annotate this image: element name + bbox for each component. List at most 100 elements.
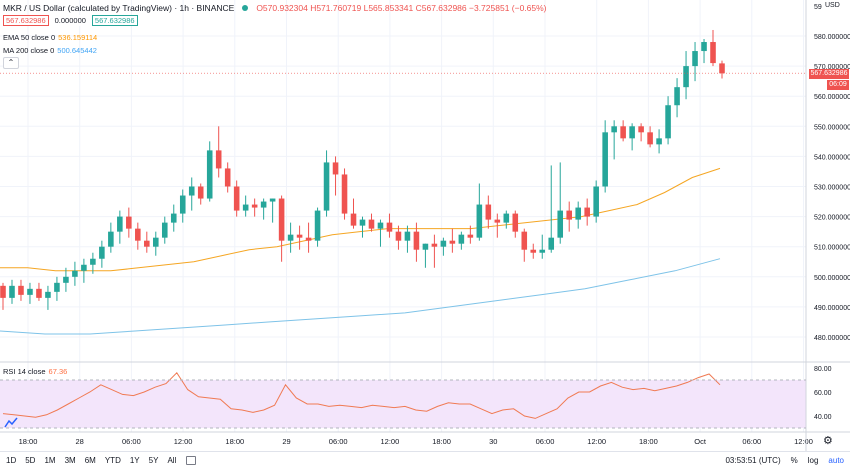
candle-body <box>314 210 321 241</box>
range-all-button[interactable]: All <box>167 456 177 465</box>
price-tick-label: 510.000000 <box>814 245 850 252</box>
price-tick-label: 480.000000 <box>814 335 850 342</box>
price-tick-label: 490.000000 <box>814 305 850 312</box>
range-ytd-button[interactable]: YTD <box>104 456 121 465</box>
price-boxes: 567.632986 0.000000 567.632986 <box>3 15 138 26</box>
range-5y-button[interactable]: 5Y <box>148 456 159 465</box>
range-5d-button[interactable]: 5D <box>25 456 36 465</box>
time-tick-label: 06:00 <box>329 437 348 446</box>
rsi-overbought-oversold-band <box>0 380 806 428</box>
tradingview-logo-icon[interactable] <box>4 416 18 430</box>
time-tick-label: 18:00 <box>225 437 244 446</box>
candle-body <box>584 207 590 217</box>
current-price-badge: 567.632986 <box>809 69 849 79</box>
candle-body <box>161 222 168 238</box>
rsi-series <box>2 372 721 419</box>
candle-body <box>224 168 231 187</box>
candle-body <box>350 213 357 226</box>
candle-body <box>557 210 564 238</box>
sell-price[interactable]: 567.632986 <box>3 15 49 26</box>
symbol-header: MKR / US Dollar (calculated by TradingVi… <box>3 2 547 14</box>
collapse-legend-icon[interactable]: ⌃ <box>3 57 19 69</box>
symbol-title[interactable]: MKR / US Dollar (calculated by TradingVi… <box>3 3 235 13</box>
time-tick-label: 30 <box>489 437 497 446</box>
candle-body <box>251 204 258 208</box>
settings-gear-icon[interactable]: ⚙ <box>823 435 833 447</box>
candle-body <box>278 198 285 241</box>
candle-body <box>377 222 384 229</box>
range-1d-button[interactable]: 1D <box>6 456 17 465</box>
time-tick-label: 06:00 <box>742 437 761 446</box>
candle-body <box>153 237 159 247</box>
range-6m-button[interactable]: 6M <box>84 456 96 465</box>
candle-body <box>287 234 294 241</box>
buy-price[interactable]: 567.632986 <box>91 15 138 26</box>
candle-body <box>413 231 420 250</box>
bottom-toolbar: 1D 5D 1M 3M 6M YTD 1Y 5Y All 03:53:51 (UTC) % lo… <box>0 451 850 469</box>
time-tick-label: 06:00 <box>122 437 141 446</box>
candle-body <box>431 243 438 247</box>
ma-legend[interactable]: MA 200 close 0 500.645442 <box>3 46 97 55</box>
candle-body <box>296 234 303 238</box>
candle-body <box>45 291 51 298</box>
candle-body <box>521 231 528 250</box>
time-tick-label: 18:00 <box>639 437 658 446</box>
candlestick-series <box>0 29 725 310</box>
price-tick-label: 570.000000 <box>814 64 850 71</box>
time-tick-label: 29 <box>282 437 290 446</box>
candle-body <box>54 282 60 292</box>
range-1m-button[interactable]: 1M <box>44 456 56 465</box>
market-status-icon <box>242 5 249 11</box>
calendar-icon[interactable] <box>186 456 197 465</box>
candle-body <box>638 126 644 133</box>
axes: 18:00 28 06:00 12:00 18:00 29 06:00 12:00 18:00 3… <box>0 0 850 451</box>
candle-body <box>135 228 141 241</box>
candle-body <box>575 207 581 220</box>
candle-body <box>260 201 267 208</box>
rsi-tick-label: 60.00 <box>814 390 832 397</box>
candle-body <box>719 63 725 74</box>
ma200-line <box>0 258 721 335</box>
rsi-legend[interactable]: RSI 14 close 67.36 <box>3 367 68 376</box>
candle-body <box>404 231 411 241</box>
candle-body <box>36 288 42 298</box>
time-tick-label: 28 <box>76 437 84 446</box>
price-tick-label: 550.000000 <box>814 124 850 131</box>
candle-body <box>188 186 195 196</box>
ema-legend[interactable]: EMA 50 close 0 536.159114 <box>3 33 98 42</box>
ema50-line <box>0 167 721 272</box>
candle-body <box>566 210 572 220</box>
time-tick-label: 12:00 <box>794 437 813 446</box>
range-1y-button[interactable]: 1Y <box>129 456 140 465</box>
candle-body <box>117 216 123 232</box>
utc-clock[interactable]: 03:53:51 (UTC) <box>725 456 781 465</box>
rsi-tick-label: 40.00 <box>814 414 832 421</box>
ema50-series <box>0 167 721 272</box>
ma200-series <box>0 258 721 335</box>
grid-lines <box>0 0 806 432</box>
spread-value: 0.000000 <box>51 15 89 26</box>
time-tick-label: 18:00 <box>432 437 451 446</box>
log-toggle[interactable]: log <box>807 456 819 465</box>
candle-body <box>458 234 465 244</box>
candle-body <box>323 162 330 211</box>
candle-body <box>386 222 393 232</box>
percent-toggle[interactable]: % <box>790 456 798 465</box>
candle-body <box>593 186 599 217</box>
rsi-tick-label: 80.00 <box>814 366 832 373</box>
candle-body <box>90 258 96 265</box>
candle-body <box>99 246 105 259</box>
candle-body <box>656 138 662 145</box>
candle-body <box>611 126 617 133</box>
candle-body <box>269 198 276 202</box>
candle-body <box>548 237 555 250</box>
candle-body <box>683 66 689 88</box>
candle-body <box>305 237 312 241</box>
range-3m-button[interactable]: 3M <box>64 456 76 465</box>
candle-body <box>9 285 15 298</box>
auto-scale-toggle[interactable]: auto <box>828 456 844 465</box>
candle-body <box>503 213 510 223</box>
candle-body <box>530 249 537 253</box>
candle-body <box>72 270 78 277</box>
